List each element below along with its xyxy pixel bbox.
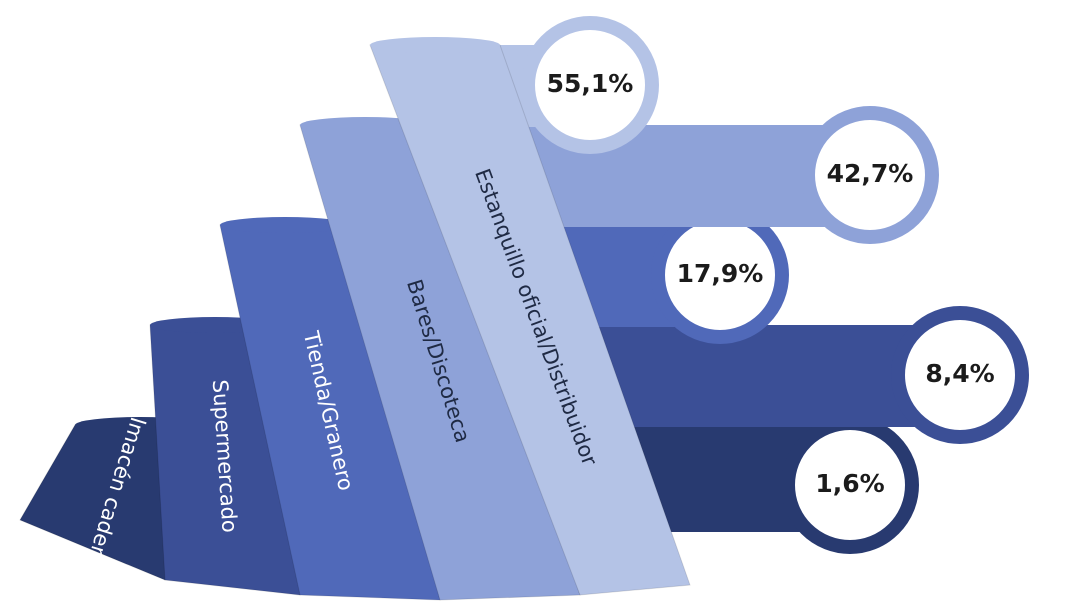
value-label: 42,7% [827, 159, 914, 188]
value-label: 1,6% [815, 469, 884, 498]
panel-top [300, 117, 430, 133]
value-circle [891, 306, 1029, 444]
value-label: 55,1% [547, 69, 634, 98]
panel-top [220, 217, 350, 233]
panel-top [370, 37, 500, 53]
value-circle [801, 106, 939, 244]
value-circle [521, 16, 659, 154]
value-label: 8,4% [925, 359, 994, 388]
value-label: 17,9% [677, 259, 764, 288]
